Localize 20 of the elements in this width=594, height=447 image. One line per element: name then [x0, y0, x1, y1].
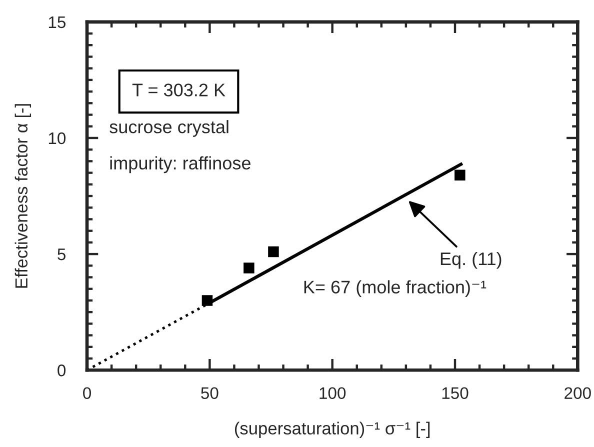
- x-tick-label: 0: [83, 387, 92, 400]
- x-axis-title: (supersaturation)⁻¹ σ⁻¹ [-]: [234, 422, 430, 438]
- y-tick-label: 15: [48, 16, 66, 28]
- x-tick-label: 150: [442, 387, 468, 400]
- point: [454, 170, 466, 180]
- y-tick-label: 5: [58, 248, 66, 260]
- point: [202, 295, 213, 306]
- point: [244, 262, 254, 274]
- point: [268, 246, 279, 258]
- x-tick-label: 100: [320, 387, 346, 400]
- y-tick-label: 10: [48, 132, 66, 144]
- annotation: T = 303.2 K: [132, 84, 226, 96]
- annotation: impurity: raffinose: [110, 156, 250, 174]
- x-tick-label: 50: [201, 387, 218, 400]
- annotation: sucrose crystal: [110, 120, 228, 137]
- y-tick-label: 0: [58, 364, 66, 376]
- y-axis-title: Effectiveness factor α [-]: [14, 104, 31, 288]
- x-tick-label: 200: [564, 387, 591, 400]
- annotation: Eq. (11): [440, 252, 502, 269]
- annotation: K= 67 (mole fraction)⁻¹: [304, 280, 486, 298]
